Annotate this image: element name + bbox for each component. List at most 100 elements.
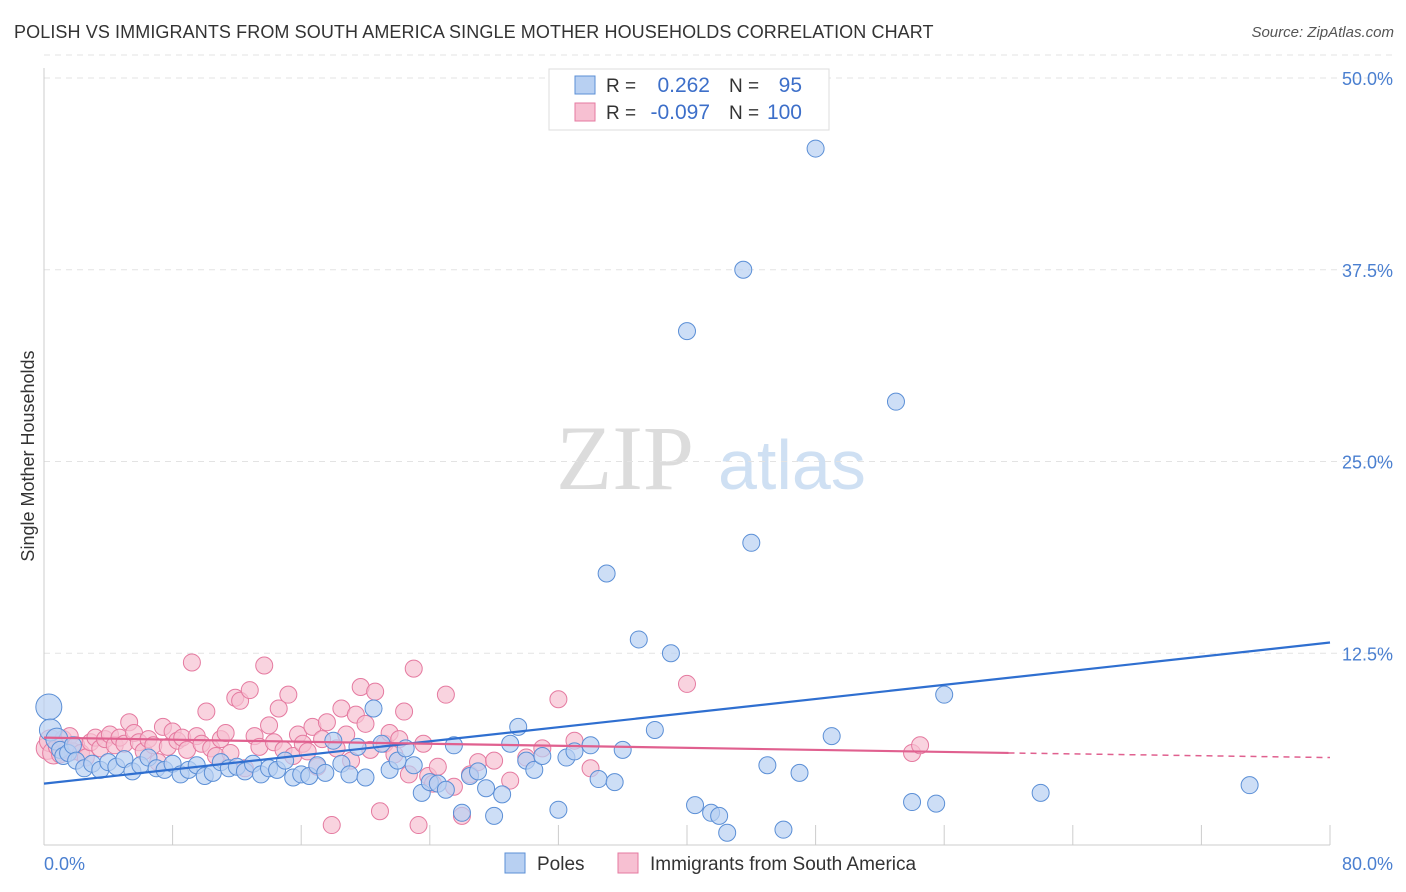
- poles-point-33: [276, 751, 295, 770]
- poles-point-61: [501, 734, 520, 753]
- chart-title: POLISH VS IMMIGRANTS FROM SOUTH AMERICA …: [14, 22, 934, 42]
- poles-point-41: [340, 765, 359, 784]
- poles-point-42: [348, 737, 367, 756]
- y-tick-label-3: 50.0%: [1342, 69, 1393, 89]
- poles-point-77: [678, 322, 696, 341]
- immigrants-point-48: [255, 656, 274, 675]
- immigrants-point-99: [911, 736, 930, 755]
- poles-point-73: [613, 740, 632, 759]
- y-axis-label: Single Mother Households: [18, 350, 38, 561]
- trend-line-immigrants: [43, 736, 1009, 755]
- immigrants-point-53: [279, 685, 298, 704]
- y-tick-label-0: 12.5%: [1342, 644, 1393, 664]
- poles-point-75: [645, 720, 664, 739]
- poles-point-38: [316, 763, 335, 782]
- poles-point-86: [790, 763, 809, 782]
- poles-point-64: [525, 760, 544, 779]
- poles-point-88: [822, 727, 841, 746]
- poles-point-39: [324, 731, 343, 750]
- stats-r-label-poles: R =: [606, 76, 636, 97]
- poles-point-90: [903, 793, 922, 812]
- poles-point-72: [605, 773, 624, 792]
- x-tick-label-max: 80.0%: [1342, 854, 1393, 874]
- immigrants-point-94: [549, 690, 568, 709]
- legend-label-poles: Poles: [537, 854, 585, 875]
- stats-n-value-immigrants: 100: [767, 101, 802, 124]
- stats-n-label-immigrants: N =: [729, 103, 759, 124]
- poles-point-93: [1031, 783, 1050, 802]
- poles-point-82: [734, 260, 753, 279]
- poles-point-81: [718, 823, 737, 842]
- immigrants-point-62: [322, 816, 341, 835]
- stats-n-value-poles: 95: [779, 74, 802, 97]
- poles-point-83: [742, 533, 761, 552]
- poles-point-84: [758, 756, 777, 775]
- immigrants-point-69: [356, 714, 375, 733]
- immigrants-point-51: [269, 699, 288, 718]
- x-tick-labels: 0.0% 80.0%: [44, 854, 1393, 874]
- poles-point-58: [477, 779, 496, 798]
- poles-point-76: [661, 644, 680, 663]
- trend-lines: [43, 641, 1331, 785]
- poles-point-87: [806, 139, 825, 158]
- poles-point-89: [886, 392, 905, 411]
- immigrants-point-91: [501, 771, 520, 790]
- immigrants-point-85: [436, 685, 455, 704]
- immigrants-point-36: [197, 702, 216, 721]
- legend-swatch-immigrants: [617, 852, 639, 874]
- y-tick-label-1: 25.0%: [1342, 453, 1393, 473]
- poles-point-49: [404, 756, 423, 775]
- y-tick-labels: 12.5% 25.0% 37.5% 50.0%: [1342, 69, 1393, 664]
- immigrants-point-72: [370, 802, 389, 821]
- stats-r-value-poles: 0.262: [657, 74, 710, 97]
- source-label: Source: ZipAtlas.com: [1251, 24, 1394, 41]
- stats-swatch-immigrants: [574, 102, 596, 122]
- poles-point-70: [589, 770, 608, 789]
- trend-line-immigrants-extension: [1008, 752, 1331, 759]
- immigrants-point-77: [395, 702, 414, 721]
- watermark-zip: ZIP: [556, 407, 694, 509]
- poles-point-94: [1240, 776, 1259, 795]
- poles-point-74: [629, 630, 648, 649]
- bottom-legend: Poles Immigrants from South America: [504, 852, 917, 875]
- poles-point-91: [927, 794, 946, 813]
- immigrants-point-61: [317, 713, 336, 732]
- poles-point-65: [533, 747, 552, 766]
- y-tick-label-2: 37.5%: [1342, 261, 1393, 281]
- watermark-atlas: atlas: [718, 426, 866, 504]
- trend-line-poles: [43, 641, 1331, 785]
- immigrants-point-80: [409, 816, 428, 835]
- immigrants-point-49: [260, 716, 279, 735]
- poles-point-59: [485, 806, 504, 825]
- immigrants-point-45: [240, 681, 259, 700]
- poles-point-78: [686, 796, 705, 815]
- poles-point-66: [549, 800, 568, 819]
- poles-point-53: [436, 780, 455, 799]
- stats-swatch-poles: [574, 75, 596, 95]
- poles-point-43: [356, 768, 375, 787]
- stats-n-label-poles: N =: [729, 76, 759, 97]
- immigrants-point-71: [366, 682, 385, 701]
- immigrants-point-97: [678, 674, 696, 693]
- poles-point-71: [597, 564, 616, 583]
- immigrants-point-84: [428, 757, 447, 776]
- stats-r-value-immigrants: -0.097: [650, 101, 710, 124]
- immigrants-point-79: [404, 659, 423, 678]
- poles-point-60: [493, 785, 512, 804]
- grid-lines: [44, 54, 1393, 654]
- stats-legend-box: R = 0.262 N = 95 R = -0.097 N = 100: [548, 68, 830, 131]
- poles-point-0: [35, 693, 63, 721]
- legend-label-immigrants: Immigrants from South America: [650, 854, 917, 875]
- immigrants-point-90: [485, 751, 504, 770]
- poles-point-80: [710, 806, 729, 825]
- legend-swatch-poles: [504, 852, 526, 874]
- x-tick-label-min: 0.0%: [44, 854, 85, 874]
- poles-point-57: [469, 762, 488, 781]
- poles-point-85: [774, 820, 793, 839]
- watermark: ZIP atlas: [556, 407, 866, 509]
- immigrants-point-40: [216, 724, 235, 743]
- poles-point-55: [452, 803, 471, 822]
- poles-point-92: [935, 685, 954, 704]
- poles-point-6: [63, 736, 82, 755]
